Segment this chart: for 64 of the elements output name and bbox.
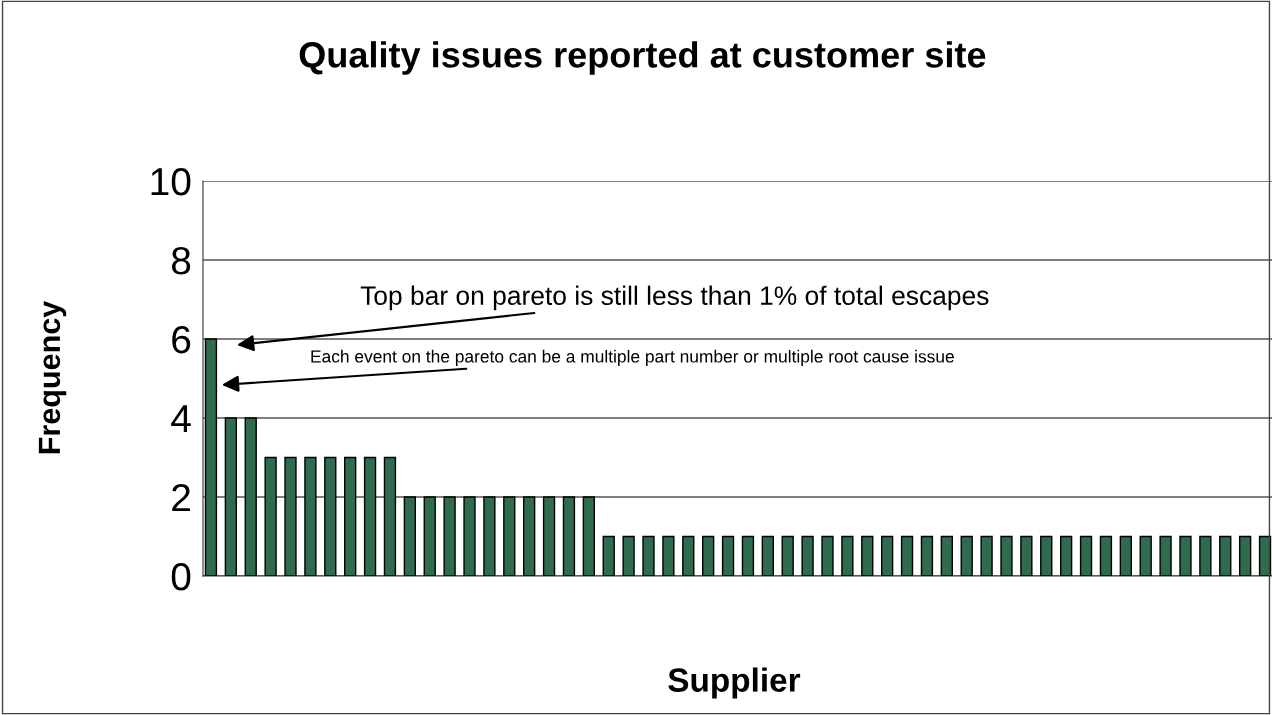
bar [980, 535, 993, 576]
bar [960, 535, 973, 576]
bar [1099, 535, 1113, 576]
bar [1219, 535, 1232, 576]
annotation: Each event on the pareto can be a multiple part number or multiple root cause issue [311, 349, 954, 367]
y-axis-title: Frequency [38, 300, 67, 454]
bar [741, 535, 755, 576]
bar [801, 535, 814, 576]
bar [602, 535, 615, 576]
chart-title: Quality issues reported at customer site [299, 41, 986, 75]
bar [1040, 535, 1053, 576]
bar [1179, 535, 1192, 576]
x-axis-title: Supplier [668, 667, 801, 699]
bar [682, 535, 695, 576]
bar [443, 496, 456, 576]
y-tick-label: 2 [172, 483, 190, 512]
bar [1199, 535, 1212, 576]
bar [264, 456, 277, 576]
y-tick-label: 0 [171, 562, 191, 591]
bar [880, 535, 894, 576]
y-tick-label: 4 [171, 405, 191, 433]
bar [324, 456, 337, 576]
bar [1020, 535, 1033, 576]
bar [1238, 535, 1252, 576]
bar [900, 535, 914, 576]
bar [224, 417, 238, 576]
bar [582, 496, 595, 576]
bar [841, 535, 854, 576]
bar [920, 535, 934, 576]
bar [1139, 535, 1152, 576]
bar [940, 535, 953, 576]
bar [1079, 535, 1093, 576]
bar [721, 535, 735, 576]
bar [1059, 535, 1073, 576]
bar [1000, 535, 1013, 576]
bar [284, 456, 297, 576]
y-tick-label: 6 [172, 325, 191, 354]
bar [363, 456, 377, 576]
bar [1159, 535, 1172, 576]
annotation: Top bar on pareto is still less than 1% of total escapes [360, 285, 989, 311]
bar [204, 338, 218, 576]
bar [861, 535, 874, 576]
bar [344, 456, 357, 576]
bar [761, 535, 774, 576]
bar [702, 535, 715, 576]
bar [523, 496, 536, 576]
bar [423, 496, 436, 576]
bar [562, 496, 576, 576]
bar [244, 417, 257, 576]
bar [642, 535, 655, 576]
bar [622, 535, 635, 576]
bar [503, 496, 516, 576]
bar [483, 496, 496, 576]
y-tick-label: 10 [151, 167, 191, 196]
bar [781, 535, 794, 576]
bar [403, 496, 417, 576]
bar [1119, 535, 1132, 576]
bar [542, 496, 556, 576]
bar [304, 456, 317, 576]
bar [662, 535, 675, 576]
y-tick-label: 8 [171, 246, 191, 275]
bar [463, 496, 476, 576]
bar [821, 535, 834, 576]
bar [383, 456, 397, 576]
